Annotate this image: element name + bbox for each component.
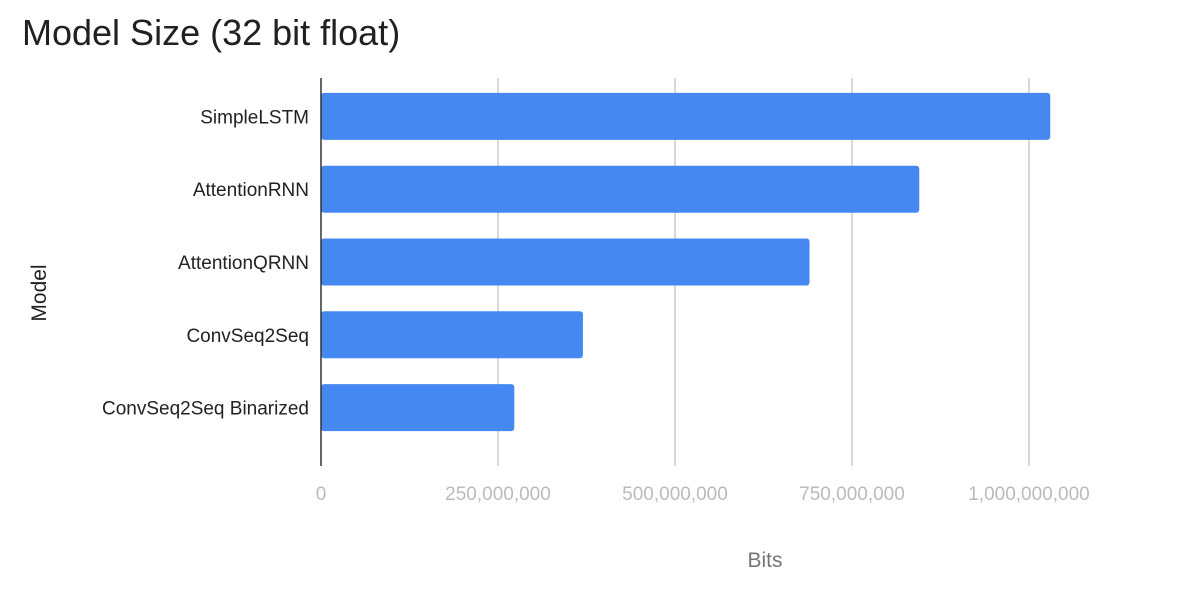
bar [321, 92, 1051, 140]
y-category-label: ConvSeq2Seq [186, 326, 309, 347]
bar [321, 238, 810, 286]
x-tick-label: 500,000,000 [622, 484, 728, 505]
y-category-label: SimpleLSTM [200, 107, 309, 128]
bar [321, 165, 920, 213]
x-tick-label: 1,000,000,000 [968, 484, 1090, 505]
x-tick-label: 0 [316, 484, 327, 505]
x-tick-label: 250,000,000 [445, 484, 551, 505]
x-axis-title: Bits [747, 549, 782, 572]
y-category-label: AttentionQRNN [178, 253, 309, 274]
y-axis-title: Model [28, 264, 51, 321]
x-tick-label: 750,000,000 [799, 484, 905, 505]
y-category-label: ConvSeq2Seq Binarized [102, 399, 309, 420]
bar [321, 311, 583, 359]
bar [321, 384, 515, 432]
chart-title: Model Size (32 bit float) [22, 12, 401, 53]
y-category-label: AttentionRNN [193, 180, 309, 201]
